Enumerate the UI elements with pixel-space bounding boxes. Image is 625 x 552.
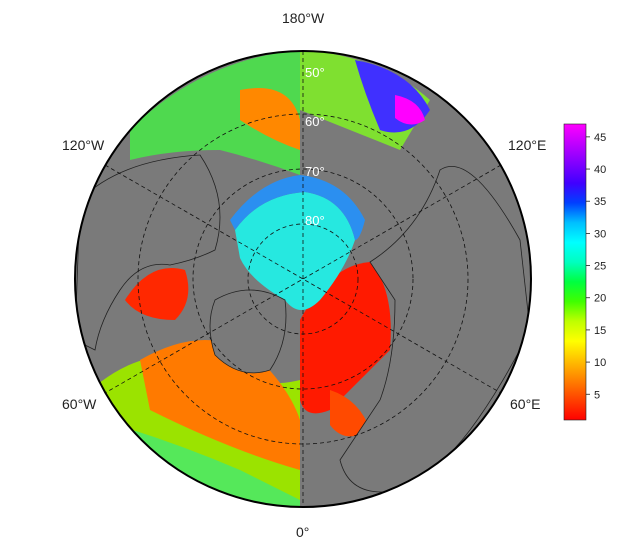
lat-label-70: 70°	[305, 164, 325, 179]
lat-label-60: 60°	[305, 114, 325, 129]
lon-label-60w: 60°W	[62, 396, 97, 412]
colorbar-tick-label: 40	[594, 164, 606, 176]
colorbar: 5 10 15 20 25 30 35 40 45	[563, 123, 606, 421]
land-greenland	[209, 289, 287, 374]
colorbar-gradient	[563, 123, 587, 421]
field-pacific-orange	[240, 88, 300, 150]
lon-label-120e: 120°E	[508, 137, 547, 153]
colorbar-tick-label: 45	[594, 132, 606, 144]
lat-label-80: 80°	[305, 213, 325, 228]
map-border	[74, 50, 532, 508]
lon-label-60e: 60°E	[510, 396, 541, 412]
field-pacific	[130, 51, 300, 175]
field-hudson	[125, 268, 189, 320]
colorbar-tick-label: 15	[594, 325, 606, 337]
colorbar-tick-label: 20	[594, 293, 606, 305]
lon-label-0: 0°	[296, 524, 310, 540]
colorbar-tick-label: 5	[594, 389, 600, 401]
field-barents	[300, 262, 391, 414]
lon-label-180w: 180°W	[282, 10, 325, 26]
colorbar-tick-label: 35	[594, 196, 606, 208]
colorbar-tick-label: 30	[594, 228, 606, 240]
lon-label-120w: 120°W	[62, 137, 105, 153]
field-arctic-rim	[230, 175, 365, 240]
field-central-arctic	[235, 192, 355, 310]
land-north-america	[75, 154, 221, 351]
field-baltic	[330, 390, 370, 437]
colorbar-tick-label: 10	[594, 357, 606, 369]
colorbar-tick-label: 25	[594, 261, 606, 273]
lat-label-50: 50°	[305, 65, 325, 80]
graticule	[104, 51, 502, 507]
colorbar-ticks: 5 10 15 20 25 30 35 40 45	[586, 132, 606, 401]
latitude-labels: 50° 60° 70° 80°	[305, 65, 325, 228]
field-okhotsk-magenta	[395, 95, 425, 125]
